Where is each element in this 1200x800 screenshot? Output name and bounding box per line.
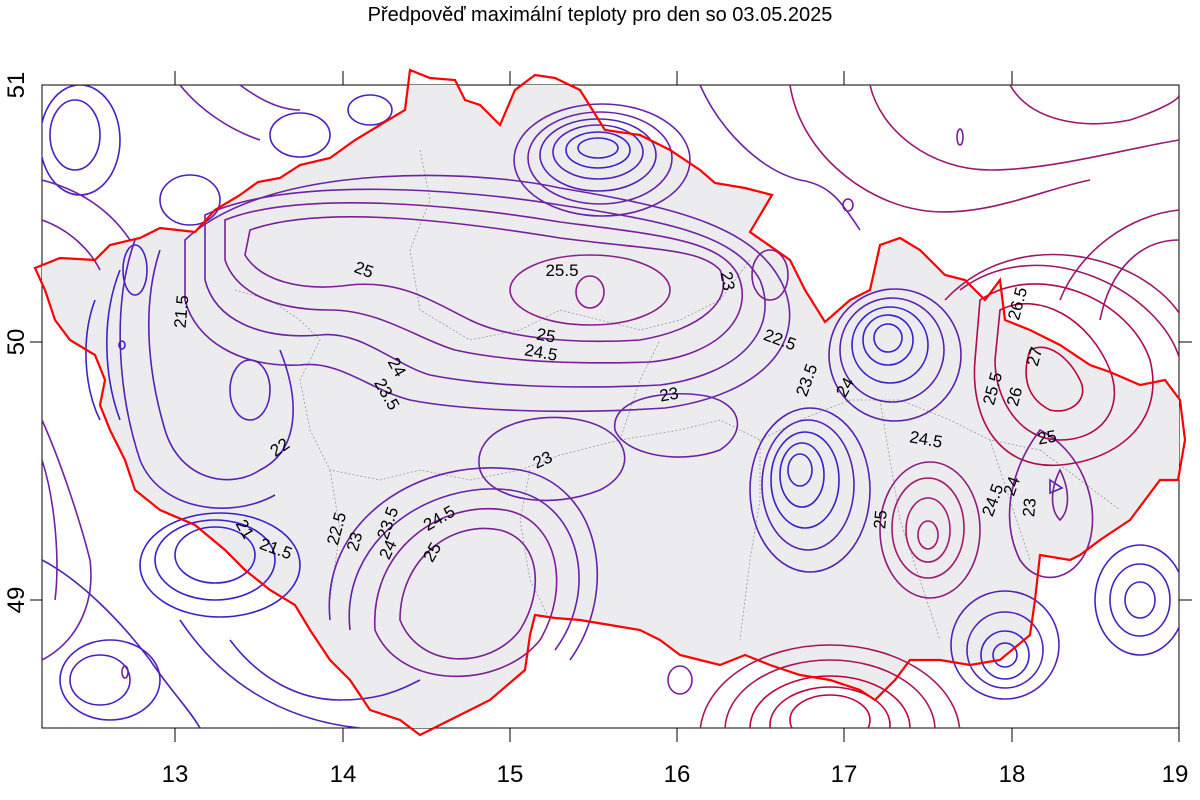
- y-tick-label: 51: [3, 72, 30, 99]
- isotherms: [42, 85, 1179, 728]
- isotherm-label: 23: [343, 530, 366, 553]
- x-tick-label: 16: [664, 761, 691, 788]
- x-tick-label: 13: [162, 761, 189, 788]
- x-tick-label: 14: [330, 761, 357, 788]
- map-title: Předpověď maximální teploty pro den so 0…: [367, 4, 833, 26]
- x-axis-labels: 13 14 15 16 17 18 19: [162, 761, 1189, 788]
- country-area: [42, 85, 1179, 728]
- isotherm-label: 21.5: [171, 294, 193, 329]
- tick-marks: [30, 71, 1192, 742]
- x-tick-label: 15: [497, 761, 524, 788]
- isotherm-label: 25: [535, 325, 557, 347]
- isotherm-label: 23: [716, 270, 738, 292]
- x-tick-label: 19: [1162, 761, 1189, 788]
- isotherm-label: 23: [658, 384, 680, 406]
- y-tick-label: 49: [3, 587, 30, 614]
- y-axis-labels: 51 50 49: [3, 72, 30, 614]
- isotherm-label: 25: [870, 509, 891, 530]
- isotherm-label: 25: [1036, 427, 1058, 449]
- isotherm-label: 25.5: [545, 261, 578, 280]
- isotherm-label: 27: [1023, 345, 1046, 368]
- y-tick-label: 50: [3, 329, 30, 356]
- x-tick-label: 17: [831, 761, 858, 788]
- country-border: [33, 68, 1187, 737]
- region-boundaries: [234, 149, 1121, 641]
- x-tick-label: 18: [999, 761, 1026, 788]
- isotherm-label: 23: [1019, 497, 1040, 518]
- isotherm-label: 26: [1003, 385, 1026, 408]
